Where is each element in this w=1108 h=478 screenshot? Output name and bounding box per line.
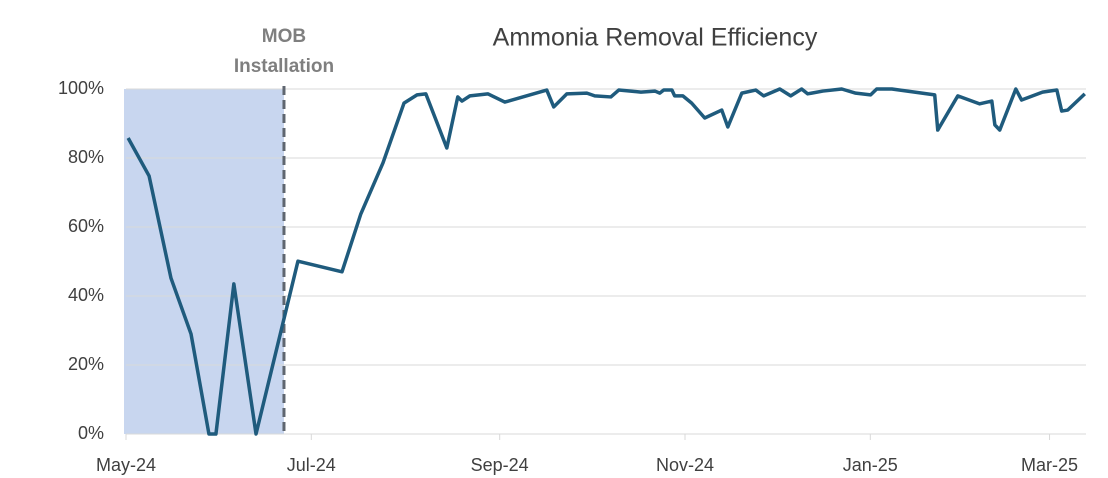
x-tick-label: Jul-24 bbox=[287, 455, 336, 475]
y-tick-label: 60% bbox=[68, 216, 104, 236]
y-tick-label: 0% bbox=[78, 423, 104, 443]
x-tick-label: Mar-25 bbox=[1021, 455, 1078, 475]
x-tick-label: May-24 bbox=[96, 455, 156, 475]
y-tick-label: 80% bbox=[68, 147, 104, 167]
y-tick-label: 40% bbox=[68, 285, 104, 305]
annotation-text: Installation bbox=[234, 56, 334, 77]
x-tick-label: Jan-25 bbox=[843, 455, 898, 475]
x-tick-label: Nov-24 bbox=[656, 455, 714, 475]
shaded-region bbox=[124, 89, 284, 434]
data-line bbox=[126, 87, 1086, 436]
annotation-text: MOB bbox=[262, 26, 306, 47]
x-tick-label: Sep-24 bbox=[471, 455, 529, 475]
chart-title: Ammonia Removal Efficiency bbox=[493, 24, 818, 52]
y-tick-label: 100% bbox=[58, 78, 104, 98]
y-tick-label: 20% bbox=[68, 354, 104, 374]
